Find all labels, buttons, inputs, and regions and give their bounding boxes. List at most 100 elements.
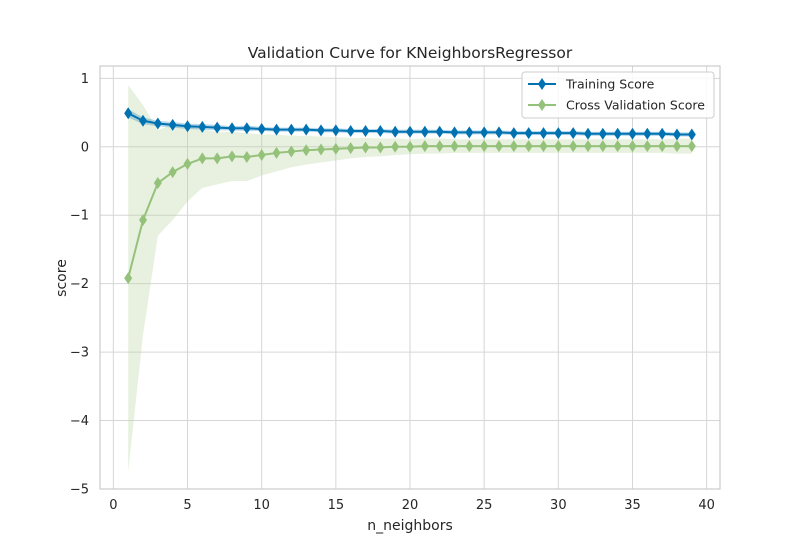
- training-score-point: [361, 125, 370, 138]
- training-score-point: [613, 127, 622, 140]
- cross-validation-score-point: [376, 141, 385, 154]
- legend-label-cv: Cross Validation Score: [566, 98, 705, 113]
- cross-validation-score-point: [213, 152, 222, 165]
- cross-validation-score-point: [687, 140, 696, 153]
- training-score-point: [450, 126, 459, 139]
- legend: Training Score Cross Validation Score: [521, 71, 715, 119]
- y-tick-label: −4: [70, 414, 89, 429]
- training-score-point: [376, 125, 385, 138]
- cross-validation-score-point: [302, 144, 311, 157]
- training-score-point: [435, 125, 444, 138]
- training-score-point: [242, 122, 251, 135]
- training-score-point: [554, 127, 563, 140]
- x-tick-label: 40: [698, 498, 715, 513]
- training-score-point: [302, 123, 311, 136]
- cross-validation-score-point: [643, 140, 652, 153]
- training-score-point: [406, 125, 414, 138]
- training-score-point: [628, 127, 637, 140]
- cross-validation-score-point: [494, 140, 503, 153]
- y-tick-labels: 1 0 −1 −2 −3 −4 −5: [70, 72, 89, 498]
- training-score-point: [569, 127, 578, 140]
- plot-frame: [99, 65, 721, 490]
- training-score-point: [124, 107, 133, 120]
- training-score-point: [583, 127, 592, 140]
- cross-validation-score-point: [524, 140, 533, 153]
- cross-validation-score-point: [628, 140, 637, 153]
- x-tick-label: 5: [183, 498, 191, 513]
- cross-validation-score-point: [480, 140, 489, 153]
- cross-validation-score-point: [346, 142, 355, 155]
- cross-validation-score-point: [124, 272, 133, 285]
- training-score-point: [168, 118, 177, 131]
- training-score-point: [672, 128, 681, 141]
- training-score-point: [317, 124, 326, 137]
- x-tick-labels: 0 5 10 15 20 25 30 35 40: [109, 498, 715, 513]
- y-tick-label: −3: [70, 346, 89, 361]
- x-tick-label: 35: [624, 498, 641, 513]
- cross-validation-score-point: [672, 140, 681, 153]
- training-score-point: [183, 120, 192, 133]
- x-tick-label: 30: [550, 498, 567, 513]
- cross-validation-score-point: [198, 152, 207, 165]
- training-score-point: [494, 126, 503, 139]
- cross-validation-score-point: [539, 140, 548, 153]
- cross-validation-score-point: [287, 145, 296, 158]
- cross-validation-score-point: [272, 146, 281, 159]
- y-tick-label: −5: [70, 483, 89, 498]
- training-score-point: [272, 123, 281, 136]
- training-score-point: [687, 128, 696, 141]
- training-score-point: [331, 124, 340, 137]
- training-score-point: [228, 122, 237, 135]
- cross-validation-score-point: [569, 140, 578, 153]
- cross-validation-score-point: [257, 148, 266, 161]
- x-tick-label: 0: [109, 498, 117, 513]
- training-score-point: [391, 125, 400, 138]
- training-score-point: [420, 125, 429, 138]
- cross-validation-score-point: [228, 150, 237, 163]
- training-score-point: [524, 127, 533, 140]
- cross-validation-score-point: [613, 140, 622, 153]
- cross-validation-score-point: [361, 141, 370, 154]
- x-tick-label: 20: [402, 498, 419, 513]
- training-score-point: [465, 126, 474, 139]
- training-score-point: [153, 117, 162, 130]
- legend-swatch-cv-marker: [538, 99, 546, 111]
- cross-validation-score-point: [509, 140, 518, 153]
- training-score-point: [643, 127, 652, 140]
- training-score-point: [287, 123, 296, 136]
- training-score-point: [346, 125, 355, 138]
- x-tick-label: 10: [253, 498, 270, 513]
- cross-validation-score-point: [153, 177, 162, 190]
- y-tick-label: −2: [70, 277, 89, 292]
- legend-label-training: Training Score: [565, 77, 655, 92]
- cross-validation-score-point: [242, 151, 251, 164]
- cross-validation-score-point: [450, 140, 459, 153]
- cross-validation-score-point: [406, 140, 414, 153]
- y-axis-label: score: [54, 259, 70, 297]
- legend-swatch-training-marker: [538, 78, 546, 90]
- cross-validation-score-point: [435, 140, 444, 153]
- cross-validation-score-point: [420, 140, 429, 153]
- x-tick-label: 15: [328, 498, 345, 513]
- cross-validation-score-point: [658, 140, 667, 153]
- x-axis-label: n_neighbors: [367, 518, 453, 534]
- training-score-point: [198, 120, 207, 133]
- training-score-point: [658, 127, 667, 140]
- y-tick-label: −1: [70, 209, 89, 224]
- cross-validation-score-point: [465, 140, 474, 153]
- y-tick-label: 0: [81, 140, 89, 155]
- cross-validation-score-point: [583, 140, 592, 153]
- cross-validation-score-point: [183, 157, 192, 170]
- training-score-point: [598, 127, 607, 140]
- training-score-point: [213, 121, 222, 134]
- training-score-point: [480, 126, 489, 139]
- training-score-point: [539, 127, 548, 140]
- chart-title: Validation Curve for KNeighborsRegressor: [248, 44, 573, 62]
- cross-validation-score-point: [331, 142, 340, 155]
- cross-validation-score-point: [554, 140, 563, 153]
- training-score-point: [509, 127, 518, 140]
- training-score-point: [139, 114, 148, 127]
- x-tick-label: 25: [476, 498, 493, 513]
- legend-box: [521, 71, 715, 119]
